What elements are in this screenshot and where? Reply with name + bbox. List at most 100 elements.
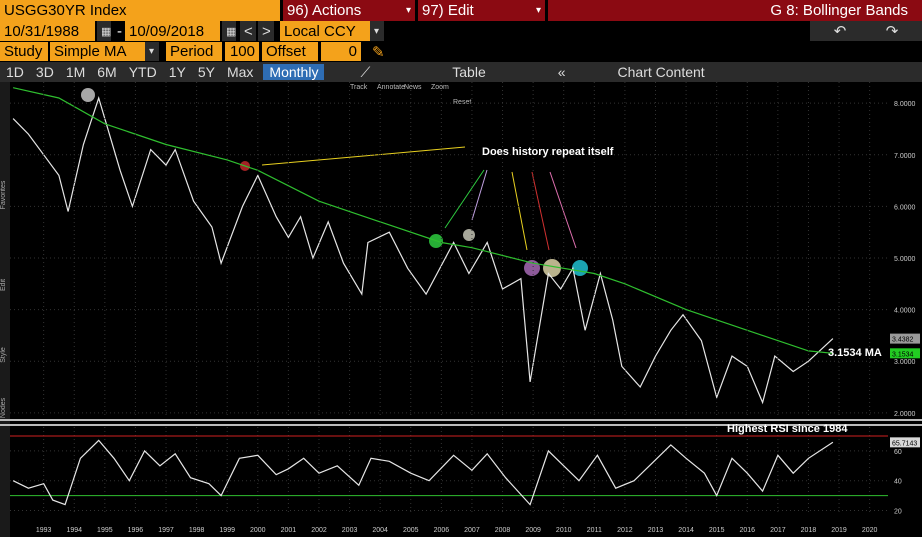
x-tick-label: 1999 <box>219 527 235 534</box>
prev-button[interactable]: < <box>240 21 256 41</box>
period-input[interactable]: 100 <box>225 42 259 61</box>
x-tick-label: 2013 <box>648 527 664 534</box>
x-tick-label: 2000 <box>250 527 266 534</box>
chart-icon[interactable]: ⟋ <box>360 63 371 80</box>
function-title: G 8: Bollinger Bands <box>548 0 922 21</box>
x-tick-label: 1996 <box>128 527 144 534</box>
arrow <box>531 171 550 251</box>
y-tick-label: 20 <box>894 509 902 516</box>
side-tab: Edit <box>0 279 7 291</box>
x-tick-label: 2005 <box>403 527 419 534</box>
x-tick-label: 2020 <box>862 527 878 534</box>
range-button[interactable]: 6M <box>97 64 117 80</box>
offset-input[interactable]: 0 <box>321 42 361 61</box>
side-toolbar <box>0 82 10 537</box>
x-tick-label: 2007 <box>464 527 480 534</box>
range-bar: 1D 3D 1M 6M YTD 1Y 5Y Max Monthly ⟋ Table « Chart Co… <box>0 62 922 82</box>
actions-menu[interactable]: 96) Actions ▾ <box>283 0 415 21</box>
y-tick-label: 40 <box>894 479 902 486</box>
currency-select[interactable]: Local CCY <box>280 21 370 41</box>
y-tick-label: 7.0000 <box>894 153 916 160</box>
arrow <box>471 169 488 221</box>
end-date[interactable]: 10/09/2018 <box>125 21 220 41</box>
highlight <box>463 229 475 241</box>
arrow <box>511 171 528 251</box>
ticker[interactable]: USGG30YR Index <box>0 0 280 21</box>
x-tick-label: 2006 <box>434 527 450 534</box>
tool-button[interactable]: Track <box>350 84 368 91</box>
arrow <box>444 169 485 229</box>
label: Period <box>166 42 222 61</box>
start-date[interactable]: 10/31/1988 <box>0 21 95 41</box>
edit-icon[interactable]: ✎ <box>372 43 385 61</box>
value-tag <box>890 437 920 448</box>
x-tick-label: 2016 <box>739 527 755 534</box>
menu-label: 96) Actions <box>287 2 362 19</box>
annotation: Does history repeat itself <box>482 146 614 158</box>
x-tick-label: 2004 <box>372 527 388 534</box>
x-tick-label: 2010 <box>556 527 572 534</box>
x-tick-label: 2008 <box>495 527 511 534</box>
dropdown[interactable]: ▾ <box>370 21 384 41</box>
highlight <box>81 88 95 102</box>
label: Study <box>0 42 48 61</box>
title-bar: USGG30YR Index 96) Actions ▾ 97) Edit ▾ G … <box>0 0 922 21</box>
y-tick-label: 3.0000 <box>894 359 916 366</box>
range-button[interactable]: Max <box>226 64 254 80</box>
dropdown[interactable]: ▾ <box>145 42 159 61</box>
x-tick-label: 1995 <box>97 527 113 534</box>
study-bar: Study Simple MA ▾ Period 100 Offset 0 ✎ <box>0 42 922 61</box>
x-tick-label: 2011 <box>587 527 602 534</box>
x-tick-label: 2015 <box>709 527 725 534</box>
x-tick-label: 1993 <box>36 527 52 534</box>
range-button[interactable]: 3D <box>35 64 54 80</box>
arrow <box>549 171 577 249</box>
study-select[interactable]: Simple MA <box>50 42 145 61</box>
annotation: Highest RSI since 1984 <box>727 423 848 435</box>
collapse-button[interactable]: « <box>557 64 566 80</box>
range-button[interactable]: YTD <box>128 64 157 80</box>
x-tick-label: 2019 <box>831 527 847 534</box>
table-button[interactable]: Table <box>452 64 486 80</box>
value-tag <box>890 333 920 344</box>
range-button[interactable]: 1D <box>6 64 24 80</box>
highlight <box>543 259 561 277</box>
tool-button[interactable]: Zoom <box>431 84 449 91</box>
menu-label: 97) Edit <box>422 2 474 19</box>
calendar-icon[interactable]: ▦ <box>222 21 236 41</box>
x-tick-label: 2003 <box>342 527 358 534</box>
x-tick-label: 1998 <box>189 527 205 534</box>
ma-label: 3.1534 MA <box>828 347 882 359</box>
y-tick-label: 6.0000 <box>894 204 916 211</box>
history-buttons[interactable]: ↶ ↷ <box>810 21 922 41</box>
chart-content-button[interactable]: Chart Content <box>617 64 705 80</box>
side-tab: Favorites <box>0 180 7 209</box>
separator: - <box>117 22 122 40</box>
range-button[interactable]: 1M <box>65 64 86 80</box>
x-tick-label: 2014 <box>678 527 694 534</box>
x-tick-label: 2012 <box>617 527 633 534</box>
date-bar: 10/31/1988 ▦ - 10/09/2018 ▦ < > Local CC… <box>0 21 922 41</box>
range-button[interactable]: 5Y <box>197 64 215 80</box>
series-line <box>12 95 834 405</box>
frequency-select[interactable]: Monthly <box>263 64 325 80</box>
tool-button[interactable]: Annotate <box>377 84 405 91</box>
x-tick-label: 2017 <box>770 527 786 534</box>
edit-menu[interactable]: 97) Edit ▾ <box>418 0 545 21</box>
y-tick-label: 60 <box>894 449 902 456</box>
value-tag-label: 65.7143 <box>892 440 917 447</box>
label: Offset <box>262 42 318 61</box>
x-tick-label: 2002 <box>311 527 327 534</box>
next-button[interactable]: > <box>258 21 274 41</box>
tool-button[interactable]: News <box>404 84 422 91</box>
x-tick-label: 1994 <box>66 527 82 534</box>
y-tick-label: 5.0000 <box>894 256 916 263</box>
tool-button[interactable]: Reset <box>453 99 471 106</box>
side-tab: Style <box>0 347 7 363</box>
x-tick-label: 2001 <box>281 527 297 534</box>
side-tab: Nodes <box>0 397 7 418</box>
range-button[interactable]: 1Y <box>168 64 186 80</box>
calendar-icon[interactable]: ▦ <box>97 21 111 41</box>
